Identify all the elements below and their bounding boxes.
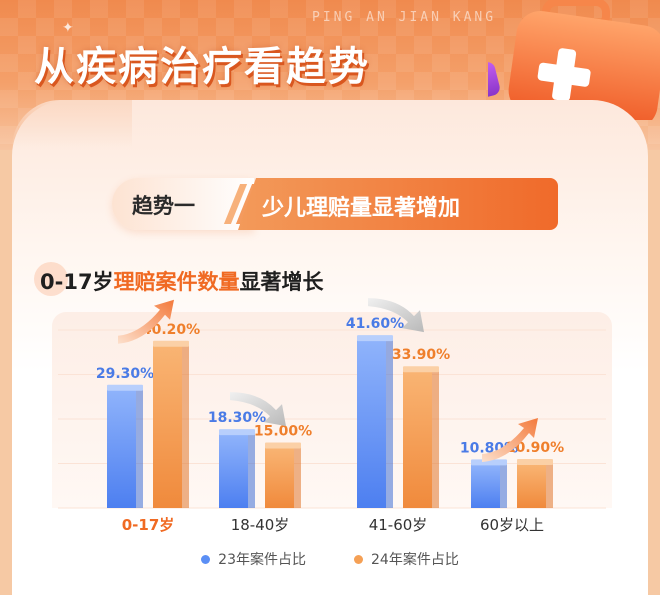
data-label: 15.00% (254, 423, 312, 439)
chart-title-highlight: 理赔案件数量 (113, 270, 240, 294)
bar-side-2023 (500, 464, 507, 508)
legend-label-2024: 24年案件占比 (371, 552, 459, 568)
bar-side-2023 (136, 389, 143, 508)
legend-swatch-2023 (201, 554, 211, 564)
bar-2023-4 (471, 464, 500, 508)
bar-side-2023 (248, 434, 255, 508)
bar-cap (265, 442, 301, 449)
bar-cap (153, 340, 189, 347)
card-curl (12, 100, 132, 148)
bar-cap (471, 459, 507, 466)
x-tick-label: 18-40岁 (231, 516, 290, 534)
data-label: 18.30% (208, 410, 266, 426)
chart-legend: 23年案件占比 24年案件占比 (0, 548, 660, 570)
bar-2024-3 (403, 371, 432, 508)
x-tick-label: 60岁以上 (480, 516, 544, 534)
legend-swatch-2024 (354, 554, 363, 564)
bar-2024-1 (153, 345, 182, 508)
trend-down-arrow-icon (230, 392, 286, 427)
sparkle-icon: ✦ (62, 20, 74, 36)
bar-cap (219, 429, 255, 436)
data-label: 10.90% (506, 440, 564, 456)
trend-title: 少儿理赔量显著增加 (262, 196, 461, 221)
bar-side-2024 (182, 345, 189, 508)
chart-title-prefix: 0-17岁 (40, 270, 114, 294)
data-label: 33.90% (392, 347, 450, 363)
bar-side-2024 (294, 447, 301, 508)
data-label: 40.20% (142, 322, 200, 338)
trend-banner: 趋势一 少儿理赔量显著增加 (112, 178, 558, 230)
bar-2023-2 (219, 434, 248, 508)
trend-down-arrow-icon (368, 298, 424, 333)
bar-cap (357, 335, 393, 342)
bar-2023-3 (357, 340, 386, 508)
legend-label-2023: 23年案件占比 (218, 552, 306, 568)
bar-side-2023 (386, 340, 393, 508)
bar-side-2024 (546, 464, 553, 508)
trend-up-arrow-icon (482, 418, 538, 463)
subtitle-decor (34, 262, 68, 296)
legend-item-2024: 24年案件占比 (354, 548, 459, 570)
medical-kit-icon (488, 0, 660, 120)
data-label: 41.60% (346, 316, 404, 332)
header-watermark: PING AN JIAN KANG (312, 10, 497, 25)
bar-cap (517, 459, 553, 466)
legend-item-2023: 23年案件占比 (201, 548, 306, 570)
page-title: 从疾病治疗看趋势 (34, 44, 370, 90)
trend-up-arrow-icon (118, 299, 174, 344)
x-tick-label: 41-60岁 (369, 516, 428, 534)
bar-cap (403, 366, 439, 373)
bar-cap (107, 384, 143, 391)
data-label: 29.30% (96, 366, 154, 382)
bar-2024-2 (265, 447, 294, 508)
x-tick-label: 0-17岁 (122, 516, 175, 534)
bar-2023-1 (107, 389, 136, 508)
trend-number-label: 趋势一 (132, 194, 195, 218)
bar-side-2024 (432, 371, 439, 508)
chart-title-suffix: 显著增长 (239, 270, 324, 294)
chart-title: 0-17岁 理赔案件数量 显著增长 (40, 264, 324, 298)
bar-2024-4 (517, 464, 546, 508)
